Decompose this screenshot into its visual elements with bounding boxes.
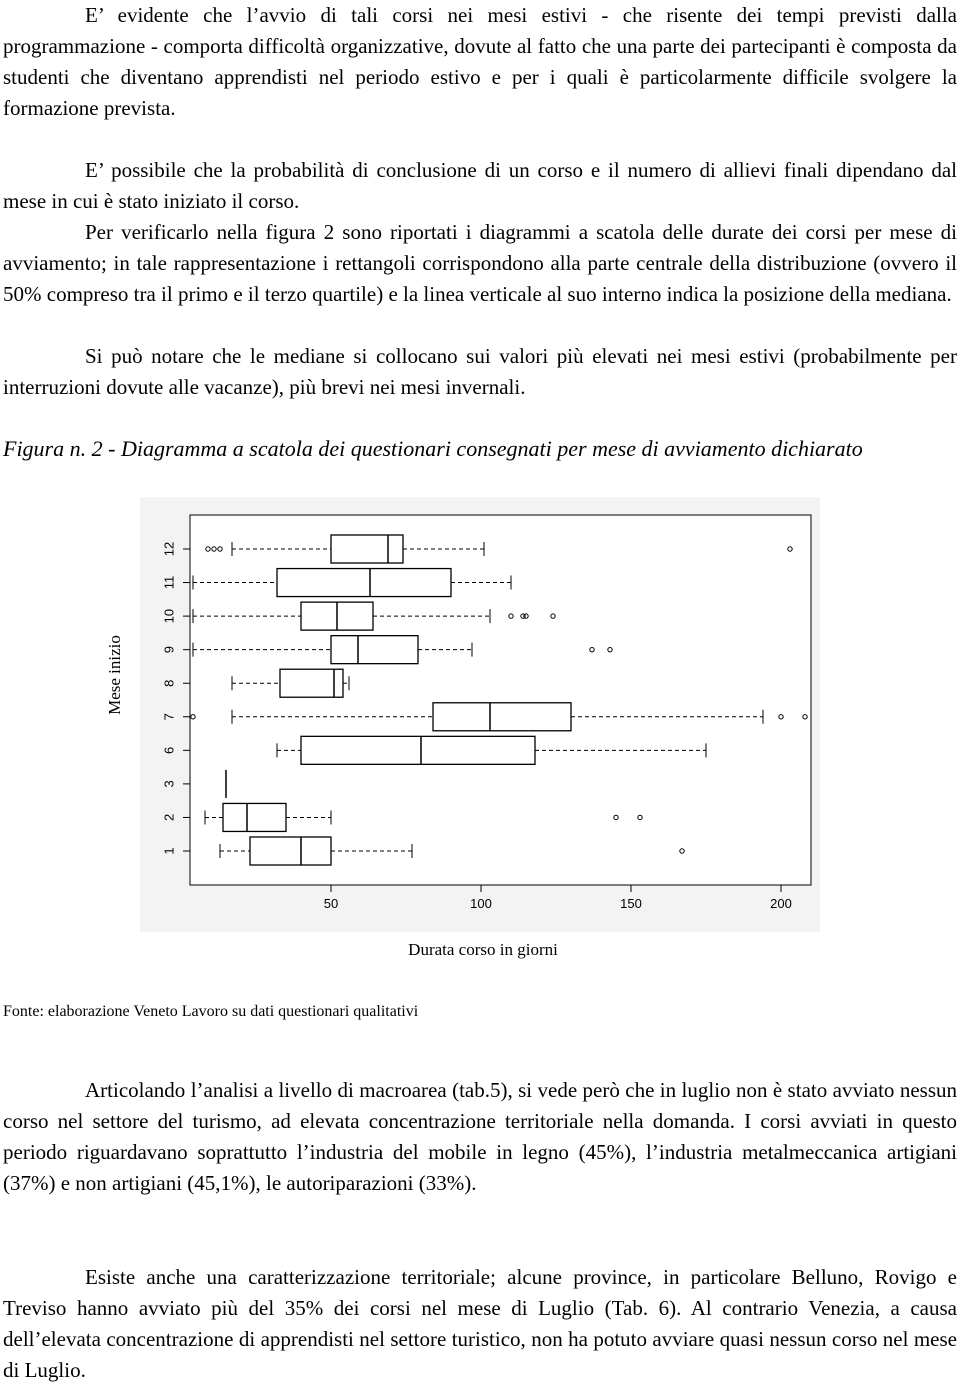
chart: Mese inizio Durata corso in giorni 50 100… — [105, 497, 820, 959]
outlier — [520, 613, 526, 619]
x-tick-label: 200 — [770, 896, 792, 911]
outlier — [211, 546, 217, 552]
box — [432, 702, 572, 732]
outlier — [613, 814, 619, 821]
paragraph: Esiste anche una caratterizzazione terri… — [3, 1265, 957, 1382]
y-tick-label: 11 — [161, 576, 176, 590]
plot-frame — [189, 514, 812, 886]
y-tick-label: 10 — [161, 609, 176, 623]
x-tick-label: 150 — [620, 896, 642, 911]
x-axis-title: Durata corso in giorni — [408, 940, 558, 959]
box — [300, 735, 536, 765]
paragraph: E’ possibile che la probabilità di concl… — [3, 158, 957, 213]
y-tick-label: 8 — [161, 680, 176, 687]
box — [279, 668, 344, 698]
outlier — [787, 546, 793, 552]
box — [222, 802, 287, 833]
outlier — [607, 646, 613, 653]
box — [330, 534, 404, 564]
x-tick-label: 50 — [324, 896, 338, 911]
paragraph: Per verificarlo nella figura 2 sono ripo… — [3, 220, 957, 306]
outlier — [589, 646, 595, 653]
paragraph: Articolando l’analisi a livello di macro… — [3, 1078, 957, 1195]
y-tick-label: 9 — [161, 646, 176, 653]
outlier — [802, 714, 808, 720]
outlier — [637, 814, 643, 821]
y-tick-label: 1 — [161, 847, 176, 854]
outlier — [550, 613, 556, 619]
outlier — [205, 546, 211, 552]
outlier — [778, 714, 784, 720]
y-tick-label: 12 — [161, 542, 176, 556]
outlier — [190, 714, 196, 720]
y-tick-label: 7 — [161, 713, 176, 720]
figure-caption: Figura n. 2 - Diagramma a scatola dei qu… — [3, 436, 863, 461]
outlier — [217, 546, 223, 552]
box — [276, 567, 452, 598]
y-tick-label: 6 — [161, 747, 176, 754]
outlier — [508, 613, 514, 619]
y-tick-label: 2 — [161, 814, 176, 821]
outlier — [523, 613, 529, 619]
y-axis-title: Mese inizio — [105, 635, 124, 715]
x-tick-label: 100 — [470, 896, 492, 911]
paragraph: E’ evidente che l’avvio di tali corsi ne… — [3, 3, 957, 120]
box — [249, 836, 332, 866]
box — [330, 635, 419, 665]
y-tick-label: 3 — [161, 780, 176, 787]
paragraph: Si può notare che le mediane si collocan… — [3, 344, 957, 399]
source-note: Fonte: elaborazione Veneto Lavoro su dat… — [3, 1003, 419, 1020]
outlier — [679, 848, 685, 854]
